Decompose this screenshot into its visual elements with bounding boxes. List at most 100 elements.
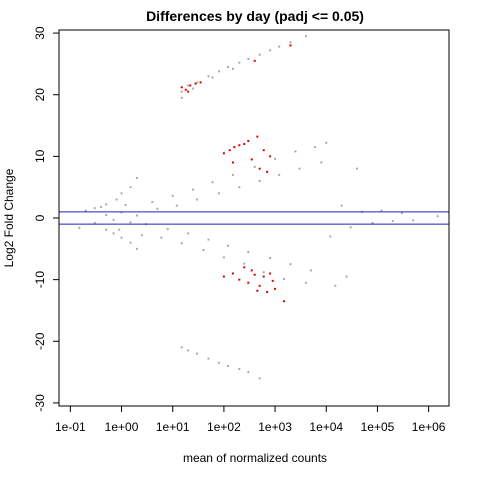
- gene-point: [243, 262, 246, 265]
- significant-gene-point: [258, 284, 261, 287]
- plot-area-frame: [58, 29, 450, 407]
- significant-gene-point: [228, 149, 231, 152]
- y-tick-label: 20: [33, 88, 47, 102]
- gene-point: [93, 221, 96, 224]
- gene-point: [105, 213, 108, 216]
- gene-point: [217, 70, 220, 73]
- gene-point: [231, 173, 234, 176]
- significant-gene-point: [233, 146, 236, 149]
- gene-point: [294, 150, 297, 153]
- significant-gene-point: [262, 275, 265, 278]
- significant-gene-point: [243, 143, 246, 146]
- significant-gene-point: [256, 289, 259, 292]
- gene-point: [100, 205, 103, 208]
- significant-gene-point: [250, 269, 253, 272]
- gene-point: [412, 219, 415, 222]
- gene-point: [180, 346, 183, 349]
- gene-point: [124, 204, 127, 207]
- significant-gene-point: [222, 152, 225, 155]
- y-axis-label: Log2 Fold Change: [2, 168, 16, 267]
- significant-gene-point: [262, 149, 265, 152]
- gene-point: [283, 278, 286, 281]
- gene-point: [192, 188, 195, 191]
- gene-point: [226, 244, 229, 247]
- gene-point: [211, 181, 214, 184]
- gene-point: [247, 250, 250, 253]
- x-tick-label: 1e+00: [105, 420, 139, 434]
- gene-point: [304, 281, 307, 284]
- gene-point: [120, 211, 123, 214]
- significant-gene-point: [256, 135, 259, 138]
- significant-gene-point: [180, 86, 183, 89]
- gene-point: [207, 357, 210, 360]
- gene-point: [345, 275, 348, 278]
- significant-gene-point: [253, 273, 256, 276]
- gene-point: [160, 236, 163, 239]
- gene-point: [334, 284, 337, 287]
- gene-point: [325, 141, 328, 144]
- significant-gene-point: [266, 290, 269, 293]
- y-tick-label: -20: [33, 332, 47, 350]
- gene-point: [258, 53, 261, 56]
- gene-point: [120, 236, 123, 239]
- gene-point: [135, 214, 138, 217]
- gene-point: [180, 96, 183, 99]
- gene-point: [129, 186, 132, 189]
- reference-lines: [59, 211, 449, 225]
- significant-gene-point: [247, 281, 250, 284]
- gene-point: [238, 368, 241, 371]
- x-tick-label: 1e+05: [361, 420, 395, 434]
- gene-point: [151, 200, 154, 203]
- gene-point: [391, 220, 394, 223]
- significant-gene-point: [253, 59, 256, 62]
- x-tick-label: 1e-01: [55, 420, 86, 434]
- significant-gene-point: [283, 300, 286, 303]
- significant-gene-point: [231, 161, 234, 164]
- significant-gene-point: [238, 144, 241, 147]
- gene-point: [436, 215, 439, 218]
- gene-point: [247, 371, 250, 374]
- significant-gene-point: [271, 279, 274, 282]
- significant-gene-point: [250, 158, 253, 161]
- gene-point: [118, 228, 121, 231]
- gene-point: [187, 232, 190, 235]
- significant-gene-point: [247, 139, 250, 142]
- gene-point: [196, 198, 199, 201]
- gene-point: [166, 228, 169, 231]
- gene-point: [187, 84, 190, 87]
- gene-point: [269, 49, 272, 52]
- gene-point: [329, 235, 332, 238]
- gene-point: [231, 67, 234, 70]
- gene-point: [115, 198, 118, 201]
- gene-point: [258, 180, 261, 183]
- x-tick-label: 1e+04: [309, 420, 343, 434]
- gene-point: [175, 204, 178, 207]
- gene-point: [171, 194, 174, 197]
- gene-point: [278, 45, 281, 48]
- y-tick-label: -30: [33, 394, 47, 412]
- gene-point: [258, 377, 261, 380]
- gene-point: [129, 241, 132, 244]
- gene-point: [112, 232, 115, 235]
- y-tick-label: 0: [33, 214, 47, 221]
- x-axis-label: mean of normalized counts: [183, 451, 327, 465]
- gene-point: [84, 209, 87, 212]
- gene-point: [289, 41, 292, 44]
- significant-gene-point: [274, 287, 277, 290]
- x-tick-label: 1e+06: [412, 420, 446, 434]
- gene-point: [129, 221, 132, 224]
- gene-point: [135, 247, 138, 250]
- gene-point: [211, 76, 214, 79]
- gene-point: [105, 228, 108, 231]
- gene-point: [105, 203, 108, 206]
- gene-point: [400, 212, 403, 215]
- y-tick-label: -10: [33, 271, 47, 289]
- gene-point: [217, 192, 220, 195]
- gene-point: [309, 269, 312, 272]
- gene-point: [269, 257, 272, 260]
- gene-point: [187, 349, 190, 352]
- gene-point: [112, 218, 115, 221]
- gene-point: [274, 157, 277, 160]
- gene-point: [298, 167, 301, 170]
